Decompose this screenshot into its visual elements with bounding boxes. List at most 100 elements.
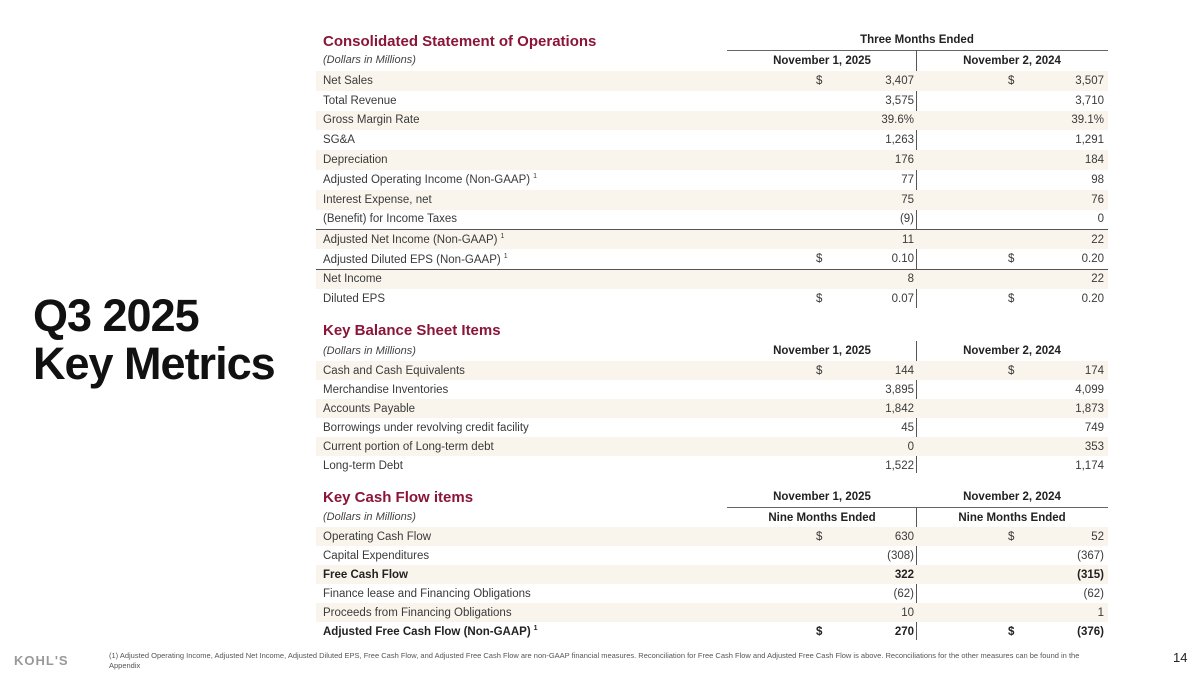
row-label-text: Operating Cash Flow	[323, 530, 432, 543]
value-current: 630	[894, 530, 914, 543]
row-label-text: Total Revenue	[323, 94, 397, 107]
table-row: Adjusted Operating Income (Non-GAAP) 1 77 9…	[316, 170, 1108, 190]
table-row: Current portion of Long-term debt 0 353	[316, 437, 1108, 456]
row-label-text: Finance lease and Financing Obligations	[323, 587, 531, 600]
table-row: Total Revenue 3,575 3,710	[316, 91, 1108, 111]
slide-title: Q3 2025 Key Metrics	[33, 290, 276, 388]
table-row: Capital Expenditures (308) (367)	[316, 546, 1108, 565]
table-row: Borrowings under revolving credit facili…	[316, 418, 1108, 437]
row-label: Merchandise Inventories	[323, 384, 448, 396]
currency-symbol: $	[816, 292, 823, 305]
table-row: Cash and Cash Equivalents $144 $174	[316, 361, 1108, 380]
footnote-marker: 1	[500, 233, 505, 241]
kohls-logo: KOHL'S	[14, 653, 69, 668]
table-row: Adjusted Diluted EPS (Non-GAAP) 1 $0.10 $0.…	[316, 249, 1108, 269]
currency-symbol: $	[1008, 364, 1015, 377]
value-current: 322	[894, 568, 914, 581]
value-current: 3,407	[885, 74, 914, 87]
column-subheader: Nine Months Ended	[958, 512, 1066, 524]
value-current: 1,842	[885, 402, 914, 415]
row-label-text: Adjusted Diluted EPS (Non-GAAP)	[323, 253, 501, 266]
value-prior: 749	[1084, 421, 1104, 434]
row-label-text: SG&A	[323, 134, 355, 147]
column-header: November 1, 2025	[773, 55, 871, 67]
currency-symbol: $	[1008, 253, 1015, 266]
value-current: 3,895	[885, 383, 914, 396]
value-prior: 98	[1091, 173, 1104, 186]
title-line: Q3 2025	[33, 290, 200, 341]
row-label-text: (Benefit) for Income Taxes	[323, 213, 458, 226]
value-prior: (367)	[1077, 549, 1104, 562]
row-label: Borrowings under revolving credit facili…	[323, 422, 529, 434]
table-row: Free Cash Flow 322 (315)	[316, 565, 1108, 584]
table-row: (Benefit) for Income Taxes (9) 0	[316, 210, 1108, 230]
table-row: Finance lease and Financing Obligations (…	[316, 584, 1108, 603]
period-header: Three Months Ended	[860, 34, 974, 46]
row-label: Accounts Payable	[323, 403, 415, 415]
row-label: Net Income	[323, 273, 382, 285]
value-current: (308)	[887, 549, 914, 562]
value-prior: 76	[1091, 193, 1104, 206]
row-label: SG&A	[323, 134, 355, 146]
currency-symbol: $	[1008, 530, 1015, 543]
value-prior: 0.20	[1081, 292, 1104, 305]
units-label: (Dollars in Millions)	[323, 511, 416, 523]
value-prior: 3,710	[1075, 94, 1104, 107]
value-prior: 4,099	[1075, 383, 1104, 396]
value-current: 3,575	[885, 94, 914, 107]
footnote-marker: 1	[533, 625, 538, 633]
footnote: (1) Adjusted Operating Income, Adjusted …	[109, 651, 1080, 670]
value-prior: 1,873	[1075, 402, 1104, 415]
section-title: Consolidated Statement of Operations	[323, 33, 597, 50]
table-row: Operating Cash Flow $630 $52	[316, 527, 1108, 546]
column-header: November 2, 2024	[963, 491, 1061, 503]
column-header: November 2, 2024	[963, 345, 1061, 357]
table-row: Interest Expense, net 75 76	[316, 189, 1108, 210]
value-prior: 39.1%	[1071, 114, 1104, 127]
row-label: Current portion of Long-term debt	[323, 441, 494, 453]
value-prior: 1,291	[1075, 134, 1104, 147]
row-label: Depreciation	[323, 154, 388, 166]
currency-symbol: $	[1008, 292, 1015, 305]
table-row: Diluted EPS $0.07 $0.20	[316, 289, 1108, 309]
row-label-text: Diluted EPS	[323, 292, 386, 305]
section-title: Key Balance Sheet Items	[323, 322, 501, 339]
table-row: Net Sales $3,407 $3,507	[316, 71, 1108, 91]
table-row: Depreciation 176 184	[316, 150, 1108, 170]
currency-symbol: $	[816, 625, 823, 638]
row-label-text: Borrowings under revolving credit facili…	[323, 421, 529, 434]
table-row: Net Income 8 22	[316, 269, 1108, 289]
value-prior: 22	[1091, 233, 1104, 246]
row-label: Interest Expense, net	[323, 194, 432, 206]
value-current: 176	[894, 154, 914, 167]
row-label: Proceeds from Financing Obligations	[323, 607, 512, 619]
value-current: 10	[901, 606, 914, 619]
row-label: Cash and Cash Equivalents	[323, 365, 465, 377]
row-label: Adjusted Free Cash Flow (Non-GAAP) 1	[323, 625, 538, 638]
row-label: Total Revenue	[323, 95, 397, 107]
table-row: Adjusted Net Income (Non-GAAP) 1 11 22	[316, 229, 1108, 250]
row-label: Finance lease and Financing Obligations	[323, 588, 531, 600]
currency-symbol: $	[816, 253, 823, 266]
column-header: November 1, 2025	[773, 491, 871, 503]
value-prior: (376)	[1077, 625, 1104, 638]
table-row: Proceeds from Financing Obligations 10 1	[316, 603, 1108, 622]
value-prior: 0.20	[1081, 253, 1104, 266]
value-prior: 0	[1097, 213, 1104, 226]
row-label: Diluted EPS	[323, 293, 385, 305]
value-prior: (62)	[1083, 587, 1104, 600]
row-label-text: Proceeds from Financing Obligations	[323, 606, 512, 619]
row-label: Adjusted Diluted EPS (Non-GAAP) 1	[323, 253, 508, 266]
value-current: 45	[901, 421, 914, 434]
row-label: Adjusted Net Income (Non-GAAP) 1	[323, 233, 504, 246]
row-label-text: Accounts Payable	[323, 402, 416, 415]
value-current: 0.07	[891, 292, 914, 305]
value-current: 0	[907, 440, 914, 453]
table-row: Merchandise Inventories 3,895 4,099	[316, 380, 1108, 399]
row-label-text: Free Cash Flow	[323, 568, 408, 581]
row-label-text: Merchandise Inventories	[323, 383, 449, 396]
table-row: Adjusted Free Cash Flow (Non-GAAP) 1 $270 $…	[316, 622, 1108, 641]
row-label: Capital Expenditures	[323, 550, 429, 562]
value-prior: (315)	[1077, 568, 1104, 581]
row-label-text: Interest Expense, net	[323, 193, 432, 206]
